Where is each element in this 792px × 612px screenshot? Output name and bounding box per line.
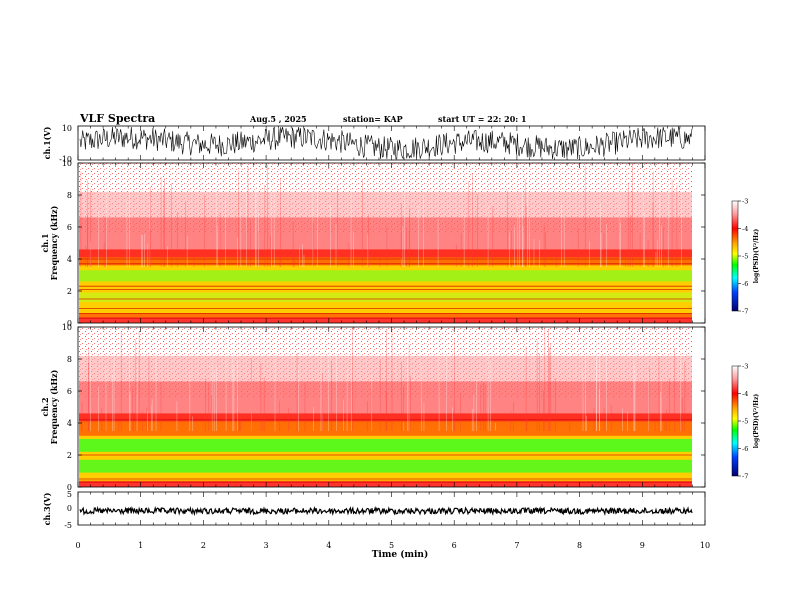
- ch3-waveform-ylabel: ch.3(V): [42, 492, 52, 525]
- time-axis: 0 1 2 3 4 5 6 7 8 9 10: [75, 126, 710, 550]
- time-tick-label: 1: [138, 541, 143, 550]
- time-tick-label: 2: [201, 541, 206, 550]
- ch2-spectrogram-image: [79, 327, 705, 487]
- ch1-colorbar-tick-label: -5: [742, 253, 748, 261]
- ch1-spectrogram-ytick-label: 0: [67, 319, 72, 328]
- ch1-colorbar-tick-label: -7: [742, 308, 748, 316]
- ch1-spectrogram-panel: 0 2 4 6 8 10 ch.1 Frequency (kHz) -3 -4 -5 -6 -7 l…: [40, 159, 760, 328]
- time-tick-label: 4: [326, 541, 331, 550]
- ch2-colorbar-tick-label: -6: [742, 445, 748, 453]
- ch2-spectrogram-ytick-label: 8: [67, 355, 72, 364]
- time-tick-label: 5: [389, 541, 394, 550]
- ch1-spectrogram-ytick-label: 6: [67, 223, 72, 232]
- ch1-colorbar-tick-label: -4: [742, 225, 748, 233]
- spectrogram-blank-strip: [692, 327, 705, 487]
- spectrogram-blank-strip: [692, 163, 705, 323]
- ch1-colorbar-label: log(PSD)(V²/Hz): [753, 229, 760, 284]
- ch3-waveform-trace: [79, 505, 693, 517]
- ch2-spectrogram-ylabel-frequency: Frequency (kHz): [49, 369, 59, 444]
- ch1-waveform-trace: [79, 125, 693, 160]
- ch1-spectrogram-ytick-label: 4: [67, 255, 72, 264]
- spectrogram-band-1: [79, 317, 692, 323]
- time-tick-label: 7: [514, 541, 519, 550]
- ch1-colorbar-tick-label: -3: [742, 198, 748, 206]
- spectrogram-band-1: [79, 292, 692, 303]
- ch2-colorbar-label: log(PSD)(V²/Hz): [753, 394, 760, 449]
- ch1-ytick-bottom: -10: [59, 155, 72, 164]
- ch2-spectrogram-ytick-label: 6: [67, 387, 72, 396]
- ch2-spectrogram-ytick-label: 4: [67, 419, 72, 428]
- spectrogram-band-2: [79, 439, 692, 452]
- time-tick-label: 3: [264, 541, 269, 550]
- time-tick-label: 9: [640, 541, 645, 550]
- time-tick-label: 8: [577, 541, 582, 550]
- ch2-colorbar-scale: [731, 365, 739, 477]
- time-axis-label: Time (min): [372, 549, 429, 560]
- ch2-spectrogram-ytick-label: 2: [67, 451, 72, 460]
- chart-title: VLF Spectra: [80, 112, 156, 125]
- ch2-colorbar: -3 -4 -5 -6 -7 log(PSD)(V²/Hz): [731, 363, 760, 481]
- time-tick-label: 0: [75, 541, 80, 550]
- time-tick-label: 10: [700, 541, 710, 550]
- ch2-spectrogram-ylabel-channel: ch.2: [40, 397, 50, 416]
- ch2-spectrogram-panel: 0 2 4 6 8 10 ch.2 Frequency (kHz) -3 -4 -5 -6 -7 l…: [40, 323, 760, 492]
- date-label: Aug.5 , 2025: [250, 114, 307, 124]
- ch1-colorbar: -3 -4 -5 -6 -7 log(PSD)(V²/Hz): [731, 198, 760, 316]
- ch1-spectrogram-ytick-label: 10: [62, 159, 72, 168]
- spectrogram-band-2: [79, 481, 692, 487]
- ch1-spectrogram-ytick-label: 8: [67, 191, 72, 200]
- ch3-ytick-middle: 0: [67, 504, 72, 513]
- ch2-colorbar-tick-label: -3: [742, 363, 748, 371]
- ch1-spectrogram-ytick-label: 2: [67, 287, 72, 296]
- ch1-spectrogram-image: [79, 163, 705, 323]
- ch1-spectrogram-ylabel-channel: ch.1: [40, 233, 50, 252]
- ch2-colorbar-tick-label: -5: [742, 418, 748, 426]
- time-tick-label: 6: [452, 541, 457, 550]
- ch3-waveform-panel: 5 0 -5 ch.3(V): [42, 490, 706, 530]
- start-time-label: start UT = 22: 20: 1: [438, 114, 527, 124]
- ch1-waveform-panel: 10 -10 ch.1(V): [42, 124, 706, 164]
- ch1-ytick-top: 10: [62, 124, 72, 133]
- spectrogram-band-2: [79, 459, 692, 473]
- spectrogram-band-1: [79, 270, 692, 282]
- ch1-spectrogram-ylabel-frequency: Frequency (kHz): [49, 205, 59, 280]
- ch3-ytick-top: 5: [67, 490, 72, 499]
- ch2-spectrogram-ytick-label: 0: [67, 483, 72, 492]
- ch3-ytick-bottom: -5: [64, 521, 72, 530]
- station-label: station= KAP: [343, 114, 403, 124]
- ch1-colorbar-scale: [731, 200, 739, 312]
- ch2-colorbar-tick-label: -7: [742, 473, 748, 481]
- ch2-colorbar-tick-label: -4: [742, 390, 748, 398]
- ch1-waveform-ylabel: ch.1(V): [42, 126, 52, 159]
- ch1-colorbar-tick-label: -6: [742, 280, 748, 288]
- ch3-waveform-frame: [77, 491, 706, 526]
- ch2-spectrogram-ytick-label: 10: [62, 323, 72, 332]
